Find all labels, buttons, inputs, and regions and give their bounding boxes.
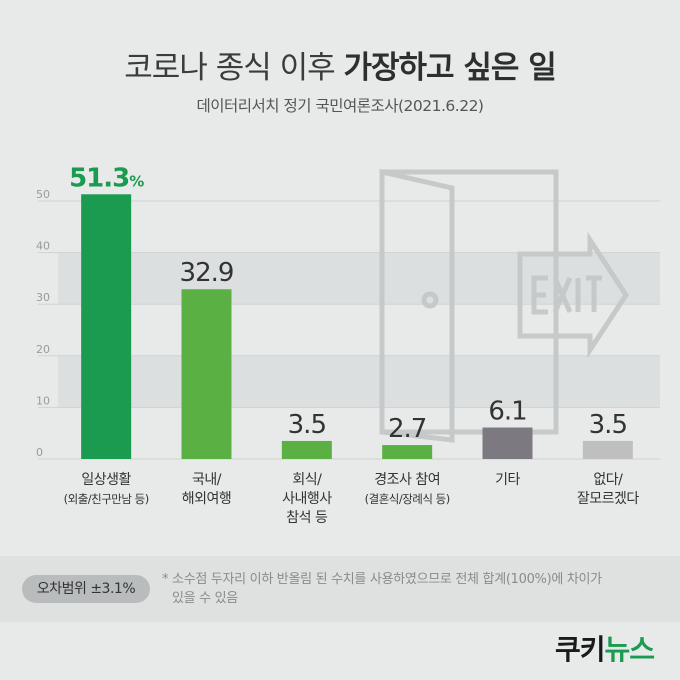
x-tick-label: 경조사 참여 <box>374 472 440 488</box>
data-label: 6.1 <box>488 397 526 427</box>
data-label: 3.5 <box>589 410 627 440</box>
y-tick-label: 40 <box>36 240 50 253</box>
x-tick-label: 참석 등 <box>286 510 328 526</box>
data-label-value: 3.5 <box>589 410 627 440</box>
data-label-value: 6.1 <box>488 397 526 427</box>
logo-part-1: 쿠키 <box>554 633 606 666</box>
margin-of-error-badge: 오차범위 ±3.1% <box>22 575 150 603</box>
x-tick-label: 잘모르겠다 <box>577 491 640 507</box>
x-tick-label: 사내행사 <box>282 491 332 507</box>
data-label-value: 51.3 <box>69 163 129 193</box>
data-label-value: 32.9 <box>180 258 234 288</box>
grid-band <box>58 355 660 408</box>
bar <box>81 194 132 459</box>
footnote-line-1: * 소수점 두자리 이하 반올림 된 수치를 사용하였으므로 전체 합계(100… <box>162 572 602 587</box>
logo-part-2: 뉴스 <box>604 633 655 666</box>
bar-chart: 0 10 20 30 40 50 51.3% 일상생활 (외출/친구만남 등) 32.9 국내/해외… <box>36 163 660 526</box>
bar <box>582 440 633 459</box>
footnote: * 소수점 두자리 이하 반올림 된 수치를 사용하였으므로 전체 합계(100… <box>162 570 662 608</box>
data-label-unit: % <box>129 172 144 190</box>
chart-subtitle: 데이터리서치 정기 국민여론조사(2021.6.22) <box>196 97 484 115</box>
footnote-line-2: 있을 수 있음 <box>172 591 238 606</box>
x-tick-label: 없다/ <box>593 472 623 488</box>
exit-door-icon <box>379 168 629 443</box>
y-tick-label: 0 <box>36 446 43 459</box>
x-tick-label: (외출/친구만남 등) <box>64 492 149 506</box>
y-tick-label: 20 <box>36 343 50 356</box>
bar <box>482 427 533 459</box>
data-label: 51.3% <box>69 163 144 193</box>
bar <box>181 289 232 459</box>
brand-logo: 쿠키뉴스 <box>554 628 655 668</box>
x-tick-label: 기타 <box>495 472 520 488</box>
bar <box>281 440 332 459</box>
x-tick-label: 회식/ <box>292 472 322 488</box>
data-label: 32.9 <box>180 258 234 288</box>
title-bold: 가장하고 싶은 일 <box>343 50 556 86</box>
x-tick-label: 국내/ <box>192 472 222 488</box>
y-tick-label: 10 <box>36 394 50 407</box>
x-tick-label: 해외여행 <box>182 491 232 507</box>
data-label: 3.5 <box>288 410 326 440</box>
data-label: 2.7 <box>388 414 426 444</box>
x-tick-label: (결혼식/장례식 등) <box>365 492 450 506</box>
y-tick-label: 30 <box>36 291 50 304</box>
data-label-value: 3.5 <box>288 410 326 440</box>
x-tick-label: 일상생활 <box>81 472 131 488</box>
data-label-value: 2.7 <box>388 414 426 444</box>
chart-title: 코로나 종식 이후 가장하고 싶은 일 <box>0 42 680 87</box>
y-tick-label: 50 <box>36 188 50 201</box>
bar <box>382 445 433 459</box>
title-normal: 코로나 종식 이후 <box>124 50 344 86</box>
